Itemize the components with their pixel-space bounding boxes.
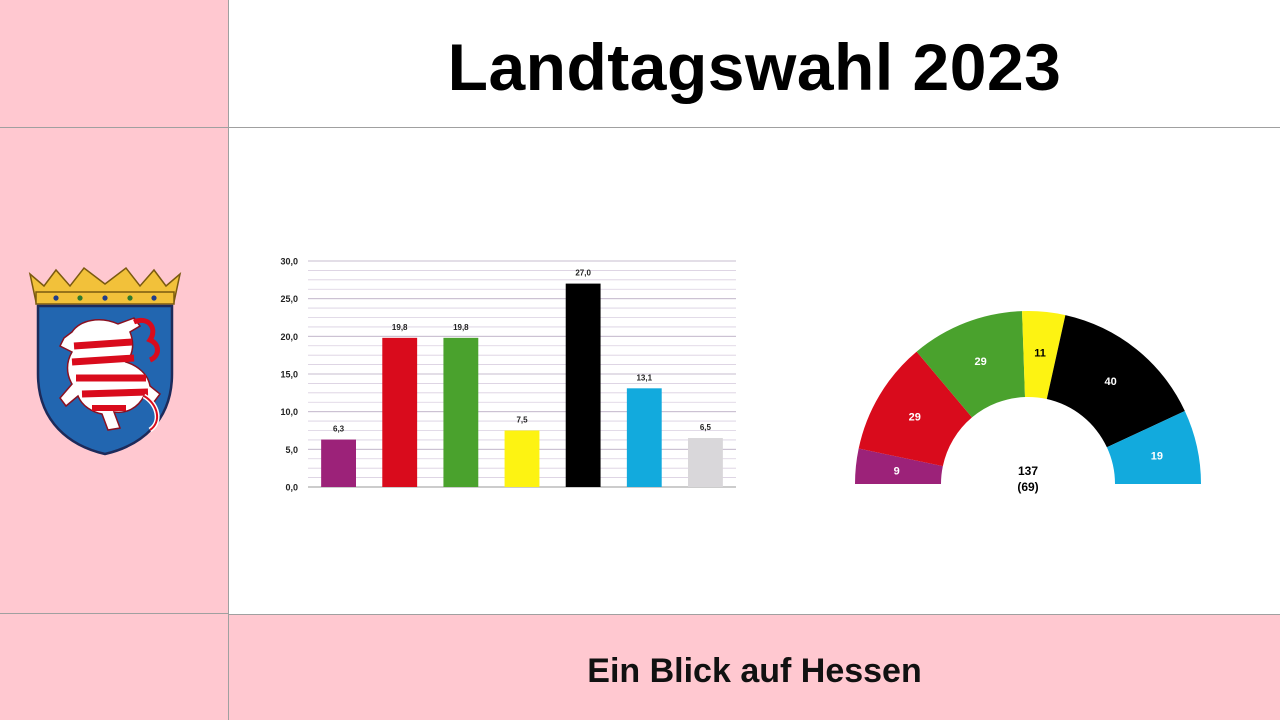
hessen-coat-of-arms-icon (28, 266, 182, 456)
bar-chart-value-labels: 6,3 19,8 19,8 7,5 27,0 13,1 6,5 (333, 269, 712, 434)
seat-value-label: 19 (1151, 450, 1163, 462)
bar (382, 337, 418, 487)
bar-value-label: 6,5 (700, 423, 712, 432)
seat-chart-labels: 9 29 29 11 40 19 (894, 348, 1163, 478)
bar-chart-bars (321, 283, 723, 487)
seat-slice (1046, 315, 1185, 448)
y-tick-label: 5,0 (285, 445, 298, 455)
bar-value-label: 13,1 (636, 373, 652, 382)
seat-value-label: 11 (1034, 348, 1046, 360)
seat-majority-label: (69) (1017, 480, 1038, 494)
bar-chart-y-ticks: 0,0 5,0 10,0 15,0 20,0 25,0 30,0 (280, 257, 298, 493)
seat-slice (1022, 311, 1066, 400)
bar (626, 388, 662, 487)
left-panel-top (0, 0, 229, 128)
page-title: Landtagswahl 2023 (447, 29, 1062, 104)
seat-slice (916, 311, 1026, 418)
y-tick-label: 20,0 (280, 332, 298, 342)
bar (565, 283, 601, 487)
vote-share-bar-chart: 0,0 5,0 10,0 15,0 20,0 25,0 30,0 6,3 19,8 19,8 7,… (280, 257, 736, 493)
y-tick-label: 25,0 (280, 294, 298, 304)
seat-value-label: 29 (975, 356, 987, 368)
y-tick-label: 15,0 (280, 370, 298, 380)
bar-chart-grid (308, 260, 736, 488)
y-tick-label: 0,0 (285, 483, 298, 493)
lion-icon (58, 317, 162, 433)
y-tick-label: 30,0 (280, 257, 298, 267)
seat-slice (858, 351, 972, 467)
title-area: Landtagswahl 2023 (229, 0, 1280, 128)
seat-value-label: 40 (1105, 376, 1117, 388)
seat-distribution-chart: 9 29 29 11 40 19 137 (69) (855, 311, 1201, 494)
bar (443, 337, 479, 487)
bar-value-label: 6,3 (333, 425, 345, 434)
footer-area: Ein Blick auf Hessen (229, 614, 1280, 720)
seat-value-label: 9 (894, 465, 900, 477)
bar-value-label: 7,5 (516, 416, 528, 425)
seat-slice (1106, 410, 1201, 484)
seat-chart-slices (855, 311, 1201, 484)
footer-text: Ein Blick auf Hessen (587, 652, 922, 690)
bar (321, 439, 356, 487)
bar (504, 430, 540, 487)
bar (688, 438, 723, 487)
y-tick-label: 10,0 (280, 407, 298, 417)
bar-value-label: 19,8 (453, 323, 469, 332)
crown-icon (28, 266, 182, 305)
left-panel-bottom (0, 614, 229, 720)
seat-value-label: 29 (909, 411, 921, 423)
bar-value-label: 19,8 (392, 323, 408, 332)
seat-total-label: 137 (1018, 464, 1038, 478)
bar-value-label: 27,0 (575, 269, 591, 278)
seat-slice (855, 448, 943, 484)
